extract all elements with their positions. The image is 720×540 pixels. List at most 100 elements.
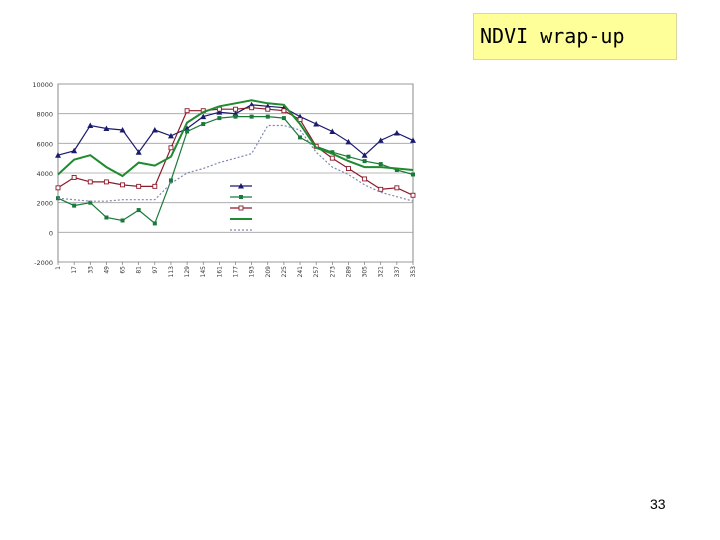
x-tick-label: 161 [216,266,223,278]
series-2 [55,105,416,198]
data-point [216,109,223,115]
data-point [265,114,270,119]
data-point [103,125,110,131]
data-point [313,121,320,127]
series-4 [57,124,414,202]
data-point [411,172,415,177]
axis-layer: -2000 0 2000 4000 6000 8000 10000 1 17 33 49 65 81 97… [32,81,417,277]
data-point [167,132,174,139]
y-tick-label: 10000 [32,81,53,89]
data-point [87,179,93,185]
ndvi-chart: -2000 0 2000 4000 6000 8000 10000 1 17 33 49 65 81 97… [18,62,418,294]
data-point [297,117,303,123]
data-point [55,152,61,158]
data-point [362,159,367,164]
series-line [57,124,414,202]
x-tick-label: 305 [362,266,369,278]
x-tick-label: 49 [103,266,110,274]
data-point [330,150,335,155]
x-tick-label: 321 [378,266,385,278]
data-point [249,114,254,119]
data-point [87,122,94,129]
x-tick-label: 225 [281,266,288,278]
data-point [249,105,255,111]
data-point [185,129,190,134]
data-point [394,168,399,173]
data-point [119,126,126,133]
data-point [393,129,400,136]
data-point [329,155,335,161]
x-tick-label: 273 [329,266,336,278]
x-tick-label: 1 [55,266,62,270]
slide-title-box: NDVI wrap-up [473,13,677,60]
data-point [410,137,416,143]
legend-entry-1 [230,195,252,199]
data-point [168,178,173,183]
y-tick-label: -2000 [34,259,53,267]
legend-entry-2 [230,205,252,211]
data-point [120,182,125,188]
data-point [298,135,303,140]
x-tick-label: 113 [168,266,175,278]
x-tick-label: 337 [394,266,401,278]
data-point [346,154,351,159]
series-1 [56,114,415,226]
data-point [72,203,77,208]
data-point [394,185,400,191]
data-point [378,162,383,167]
data-point [184,108,190,114]
series-3 [57,99,414,178]
y-tick-label: 4000 [36,170,53,178]
data-point [120,218,125,223]
data-point [136,183,142,189]
data-point [152,183,158,189]
y-tick-label: 8000 [36,111,53,119]
data-point [135,149,142,155]
data-point [71,147,78,154]
page-number: 33 [650,496,666,512]
x-tick-label: 289 [345,266,352,278]
data-point [378,186,384,192]
x-tick-label: 65 [120,266,127,274]
data-point [410,192,416,198]
legend [230,183,252,231]
data-point [233,114,238,119]
data-point [200,113,207,120]
legend-marker [239,195,243,199]
data-point [346,166,351,172]
data-point [55,185,61,191]
y-tick-label: 2000 [36,200,53,208]
x-tick-label: 97 [152,266,159,274]
ndvi-line-chart: -2000 0 2000 4000 6000 8000 10000 1 17 33 49 65 81 97… [32,81,417,277]
x-tick-label: 17 [71,266,78,274]
data-point [88,200,93,205]
x-tick-label: 177 [233,266,240,278]
data-point [168,145,174,151]
legend-marker [238,183,244,189]
y-tick-label: 0 [49,229,53,237]
data-point [281,108,287,114]
legend-entry-0 [230,183,252,189]
data-point [233,106,238,112]
x-tick-label: 241 [297,266,304,278]
data-point [201,122,206,127]
data-point [377,137,384,143]
data-point [329,128,336,134]
data-point [265,106,271,112]
data-point [151,126,158,133]
data-point [217,116,222,121]
legend-marker [238,205,244,211]
x-tick-label: 257 [313,266,320,278]
x-tick-label: 33 [87,266,94,274]
data-point [361,152,368,158]
series-layer [55,99,416,226]
data-point [104,215,109,220]
y-tick-label: 6000 [36,140,53,148]
data-point [136,208,141,213]
series-line [57,99,414,178]
slide-title: NDVI wrap-up [480,24,625,48]
data-point [103,179,109,185]
x-tick-label: 209 [265,266,272,278]
data-point [71,174,77,180]
data-point [281,116,286,121]
